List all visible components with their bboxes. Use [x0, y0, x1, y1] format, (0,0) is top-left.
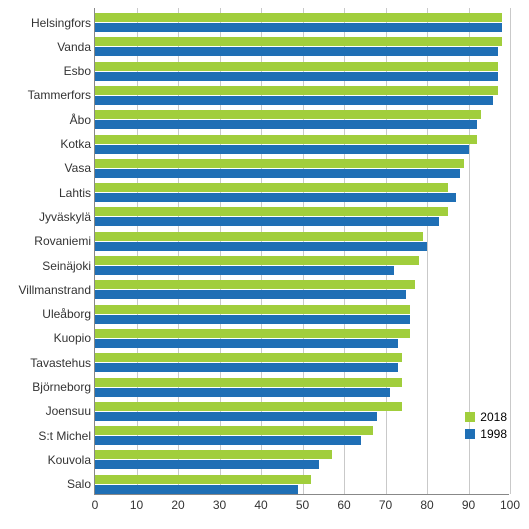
bar-1998: [95, 217, 439, 226]
x-tick-label: 80: [420, 498, 433, 512]
bar-1998: [95, 290, 406, 299]
bar-1998: [95, 120, 477, 129]
plot-area: 0102030405060708090100: [94, 8, 509, 495]
bar-2018: [95, 135, 477, 144]
gridline: [178, 8, 179, 494]
bar-1998: [95, 412, 377, 421]
gridline: [344, 8, 345, 494]
y-category-label: Seinäjoki: [1, 259, 91, 273]
bar-1998: [95, 23, 502, 32]
x-tick-label: 60: [337, 498, 350, 512]
bar-2018: [95, 426, 373, 435]
bar-2018: [95, 37, 502, 46]
legend: 2018 1998: [465, 410, 507, 444]
bar-2018: [95, 62, 498, 71]
x-tick-label: 30: [213, 498, 226, 512]
y-category-label: Helsingfors: [1, 16, 91, 30]
bar-1998: [95, 193, 456, 202]
y-category-label: Jyväskylä: [1, 210, 91, 224]
bar-1998: [95, 315, 410, 324]
y-category-label: Björneborg: [1, 380, 91, 394]
x-tick-label: 20: [171, 498, 184, 512]
bar-1998: [95, 339, 398, 348]
y-category-label: S:t Michel: [1, 429, 91, 443]
gridline: [386, 8, 387, 494]
y-category-label: Tammerfors: [1, 88, 91, 102]
y-category-label: Kotka: [1, 137, 91, 151]
x-tick-label: 40: [254, 498, 267, 512]
bar-1998: [95, 169, 460, 178]
gridline: [261, 8, 262, 494]
bar-1998: [95, 460, 319, 469]
bar-1998: [95, 266, 394, 275]
legend-item-2018: 2018: [465, 410, 507, 424]
y-category-label: Åbo: [1, 113, 91, 127]
y-category-label: Esbo: [1, 64, 91, 78]
y-category-label: Tavastehus: [1, 356, 91, 370]
bar-2018: [95, 402, 402, 411]
y-category-label: Villmanstrand: [1, 283, 91, 297]
bar-1998: [95, 72, 498, 81]
bar-2018: [95, 475, 311, 484]
legend-item-1998: 1998: [465, 427, 507, 441]
y-category-label: Salo: [1, 477, 91, 491]
gridline: [220, 8, 221, 494]
chart-container: 0102030405060708090100 2018 1998 Helsing…: [0, 8, 529, 514]
bar-2018: [95, 329, 410, 338]
bar-2018: [95, 13, 502, 22]
gridline: [510, 8, 511, 494]
bar-1998: [95, 96, 493, 105]
bar-2018: [95, 305, 410, 314]
bar-2018: [95, 256, 419, 265]
legend-swatch-2018: [465, 412, 475, 422]
bar-2018: [95, 159, 464, 168]
x-tick-label: 90: [462, 498, 475, 512]
gridline: [427, 8, 428, 494]
y-category-label: Uleåborg: [1, 307, 91, 321]
x-tick-label: 0: [92, 498, 99, 512]
bar-2018: [95, 450, 332, 459]
y-category-label: Vanda: [1, 40, 91, 54]
y-category-label: Kouvola: [1, 453, 91, 467]
bar-1998: [95, 485, 298, 494]
legend-swatch-1998: [465, 429, 475, 439]
y-category-label: Vasa: [1, 161, 91, 175]
bar-1998: [95, 242, 427, 251]
bar-1998: [95, 363, 398, 372]
x-tick-label: 70: [379, 498, 392, 512]
bar-2018: [95, 207, 448, 216]
bar-2018: [95, 232, 423, 241]
bar-2018: [95, 110, 481, 119]
bar-2018: [95, 280, 415, 289]
bar-1998: [95, 47, 498, 56]
y-category-label: Lahtis: [1, 186, 91, 200]
y-category-label: Rovaniemi: [1, 234, 91, 248]
x-tick-label: 100: [500, 498, 520, 512]
legend-label-2018: 2018: [480, 410, 507, 424]
y-category-label: Joensuu: [1, 404, 91, 418]
bar-2018: [95, 353, 402, 362]
x-tick-label: 10: [130, 498, 143, 512]
bar-1998: [95, 388, 390, 397]
bar-1998: [95, 436, 361, 445]
gridline: [137, 8, 138, 494]
bar-2018: [95, 378, 402, 387]
bar-1998: [95, 145, 469, 154]
bar-2018: [95, 183, 448, 192]
bar-2018: [95, 86, 498, 95]
x-tick-label: 50: [296, 498, 309, 512]
gridline: [303, 8, 304, 494]
legend-label-1998: 1998: [480, 427, 507, 441]
y-category-label: Kuopio: [1, 331, 91, 345]
